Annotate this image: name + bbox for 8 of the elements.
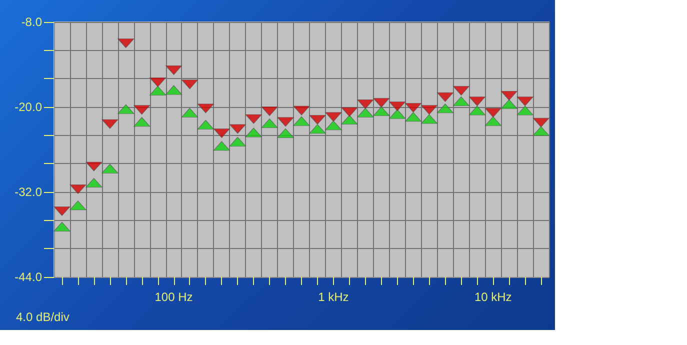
x-tick-label: 100 Hz [154, 290, 193, 304]
text: 4.0 dB/div [16, 310, 70, 324]
y-tick-label: -32.0 [14, 185, 42, 199]
x-tick-label: 1 kHz [318, 290, 349, 304]
y-tick-label: -20.0 [14, 100, 42, 114]
x-tick-label: 10 kHz [474, 290, 512, 304]
y-tick-label: -44.0 [14, 270, 42, 284]
y-tick-label: -8.0 [21, 15, 42, 29]
